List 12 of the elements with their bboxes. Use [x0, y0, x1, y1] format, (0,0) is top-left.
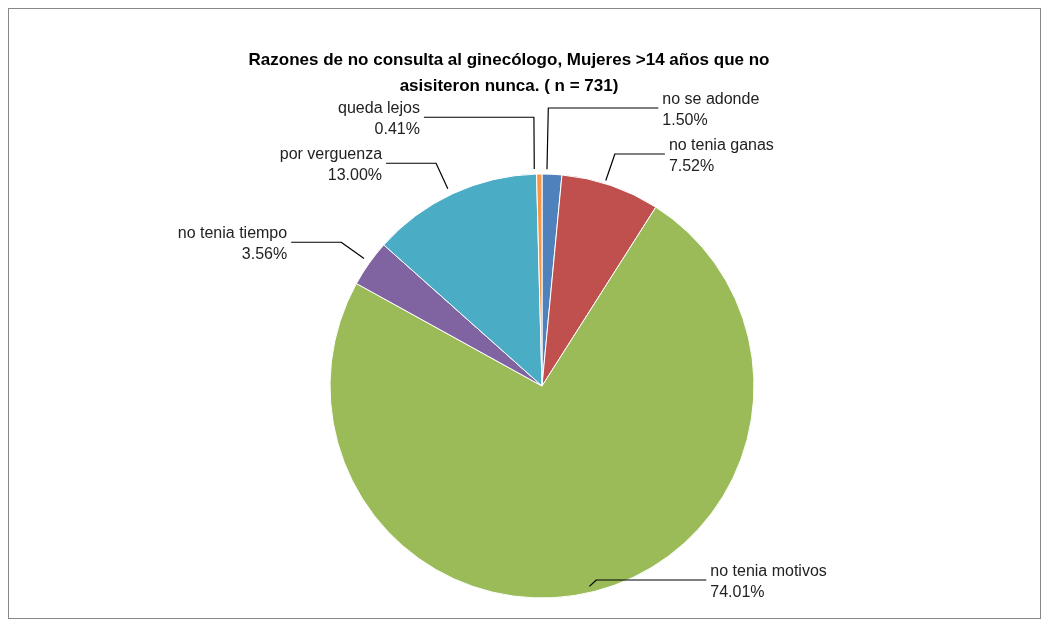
data-label: 13.00%: [327, 166, 383, 184]
slice-label: queda lejos: [338, 99, 420, 117]
data-label: 74.01%: [710, 583, 765, 600]
slice-label: no tenia ganas: [668, 135, 774, 153]
data-label: 7.52%: [668, 156, 715, 174]
slice-label: no tenia motivos: [710, 562, 827, 579]
data-label: 3.56%: [241, 245, 288, 263]
data-label: 0.41%: [374, 120, 420, 138]
slice-label: por verguenza: [279, 145, 383, 163]
slice-label: no se adonde: [662, 89, 760, 107]
slice-label: no tenia tiempo: [177, 224, 288, 242]
data-label: 1.50%: [662, 110, 708, 128]
